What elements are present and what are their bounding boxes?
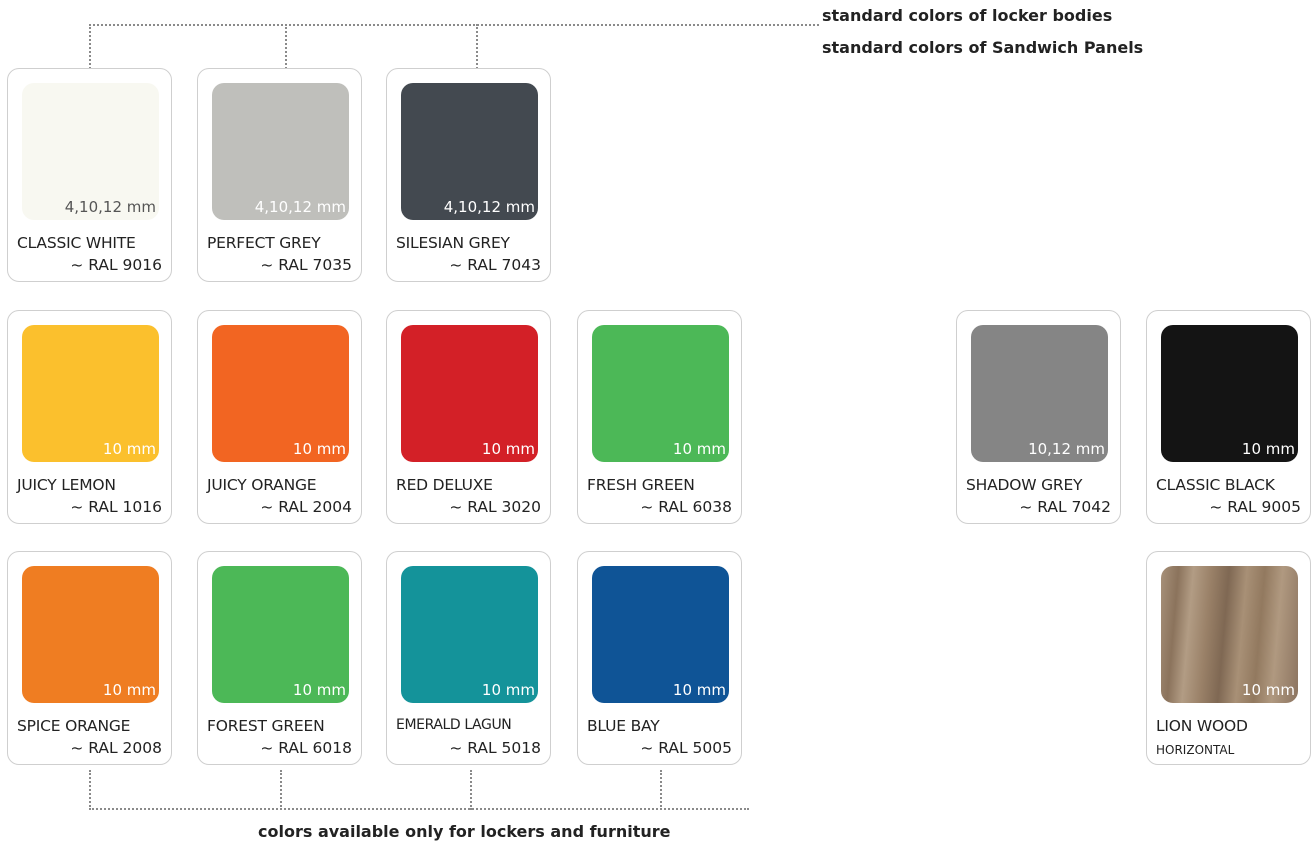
color-name: RED DELUXE <box>396 476 493 494</box>
heading-locker-bodies: standard colors of locker bodies <box>822 6 1113 25</box>
bottom-connector-rise-2 <box>280 770 282 810</box>
thickness-label: 10 mm <box>672 681 726 699</box>
color-name: PERFECT GREY <box>207 234 321 252</box>
color-name: JUICY ORANGE <box>207 476 317 494</box>
color-card-perfect-grey[interactable]: 4,10,12 mm PERFECT GREY ~ RAL 7035 <box>197 68 362 282</box>
color-card-fresh-green[interactable]: 10 mm FRESH GREEN ~ RAL 6038 <box>577 310 742 524</box>
color-card-lion-wood[interactable]: 10 mm LION WOOD HORIZONTAL <box>1146 551 1311 765</box>
thickness-label: 10 mm <box>672 440 726 458</box>
color-swatch: 10 mm <box>401 566 538 703</box>
thickness-label: 4,10,12 mm <box>64 198 156 216</box>
color-swatch: 10 mm <box>401 325 538 462</box>
color-swatch: 10 mm <box>22 325 159 462</box>
color-name: FRESH GREEN <box>587 476 695 494</box>
thickness-label: 4,10,12 mm <box>443 198 535 216</box>
color-name: BLUE BAY <box>587 717 660 735</box>
color-card-spice-orange[interactable]: 10 mm SPICE ORANGE ~ RAL 2008 <box>7 551 172 765</box>
top-connector-drop-1 <box>89 24 91 69</box>
thickness-label: 10 mm <box>481 681 535 699</box>
color-card-red-deluxe[interactable]: 10 mm RED DELUXE ~ RAL 3020 <box>386 310 551 524</box>
color-swatch: 4,10,12 mm <box>212 83 349 220</box>
color-swatch: 4,10,12 mm <box>401 83 538 220</box>
wood-swatch: 10 mm <box>1161 566 1298 703</box>
color-card-classic-black[interactable]: 10 mm CLASSIC BLACK ~ RAL 9005 <box>1146 310 1311 524</box>
color-swatch: 10 mm <box>212 325 349 462</box>
ral-code: ~ RAL 9016 <box>70 256 162 274</box>
color-card-forest-green[interactable]: 10 mm FOREST GREEN ~ RAL 6018 <box>197 551 362 765</box>
color-swatch: 10 mm <box>22 566 159 703</box>
color-swatch: 10 mm <box>212 566 349 703</box>
heading-lockers-furniture: colors available only for lockers and fu… <box>258 822 671 841</box>
color-card-juicy-lemon[interactable]: 10 mm JUICY LEMON ~ RAL 1016 <box>7 310 172 524</box>
thickness-label: 10 mm <box>1241 681 1295 699</box>
color-card-classic-white[interactable]: 4,10,12 mm CLASSIC WHITE ~ RAL 9016 <box>7 68 172 282</box>
ral-code: ~ RAL 1016 <box>70 498 162 516</box>
ral-code: ~ RAL 6038 <box>640 498 732 516</box>
color-name: CLASSIC WHITE <box>17 234 136 252</box>
color-name: FOREST GREEN <box>207 717 325 735</box>
ral-code: ~ RAL 7035 <box>260 256 352 274</box>
color-name: EMERALD LAGUN <box>396 717 512 733</box>
thickness-label: 4,10,12 mm <box>254 198 346 216</box>
color-name: SILESIAN GREY <box>396 234 510 252</box>
ral-code: ~ RAL 7043 <box>449 256 541 274</box>
color-swatch: 10,12 mm <box>971 325 1108 462</box>
top-connector-drop-3 <box>476 24 478 69</box>
color-swatch: 10 mm <box>1161 325 1298 462</box>
thickness-label: 10 mm <box>102 681 156 699</box>
ral-code: ~ RAL 9005 <box>1209 498 1301 516</box>
color-name: LION WOOD <box>1156 717 1248 735</box>
orientation-label: HORIZONTAL <box>1156 743 1235 757</box>
bottom-connector-rise-4 <box>660 770 662 810</box>
color-swatch: 10 mm <box>592 325 729 462</box>
top-connector-line <box>89 24 819 26</box>
top-connector-drop-2 <box>285 24 287 69</box>
thickness-label: 10 mm <box>102 440 156 458</box>
heading-sandwich-panels: standard colors of Sandwich Panels <box>822 38 1144 57</box>
color-card-blue-bay[interactable]: 10 mm BLUE BAY ~ RAL 5005 <box>577 551 742 765</box>
ral-code: ~ RAL 7042 <box>1019 498 1111 516</box>
bottom-connector-rise-1 <box>89 770 91 810</box>
ral-code: ~ RAL 3020 <box>449 498 541 516</box>
thickness-label: 10 mm <box>481 440 535 458</box>
thickness-label: 10,12 mm <box>1028 440 1105 458</box>
color-swatch: 10 mm <box>592 566 729 703</box>
ral-code: ~ RAL 5018 <box>449 739 541 757</box>
ral-code: ~ RAL 6018 <box>260 739 352 757</box>
color-name: SHADOW GREY <box>966 476 1083 494</box>
ral-code: ~ RAL 5005 <box>640 739 732 757</box>
thickness-label: 10 mm <box>1241 440 1295 458</box>
color-card-silesian-grey[interactable]: 4,10,12 mm SILESIAN GREY ~ RAL 7043 <box>386 68 551 282</box>
color-card-shadow-grey[interactable]: 10,12 mm SHADOW GREY ~ RAL 7042 <box>956 310 1121 524</box>
ral-code: ~ RAL 2004 <box>260 498 352 516</box>
color-card-emerald-lagun[interactable]: 10 mm EMERALD LAGUN ~ RAL 5018 <box>386 551 551 765</box>
color-name: JUICY LEMON <box>17 476 116 494</box>
ral-code: ~ RAL 2008 <box>70 739 162 757</box>
bottom-connector-line <box>89 808 749 810</box>
thickness-label: 10 mm <box>292 440 346 458</box>
thickness-label: 10 mm <box>292 681 346 699</box>
color-card-juicy-orange[interactable]: 10 mm JUICY ORANGE ~ RAL 2004 <box>197 310 362 524</box>
bottom-connector-rise-3 <box>470 770 472 810</box>
color-name: SPICE ORANGE <box>17 717 131 735</box>
color-name: CLASSIC BLACK <box>1156 476 1275 494</box>
color-swatch: 4,10,12 mm <box>22 83 159 220</box>
